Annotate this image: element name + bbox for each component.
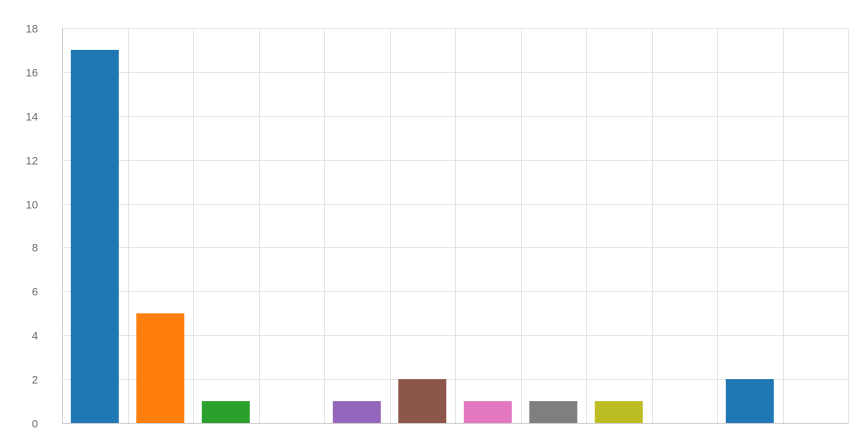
y-tick-label: 18 [26,24,38,36]
axes [62,28,848,424]
bar [136,313,185,423]
y-tick-label: 12 [26,156,38,168]
y-tick-label: 14 [26,112,38,124]
y-tick-label: 10 [26,200,38,212]
y-tick-label: 6 [32,287,38,299]
y-tick-label: 16 [26,68,38,80]
bar [332,401,381,423]
y-tick-label: 8 [32,243,38,255]
y-tick-labels: 0 2 4 6 8 10 12 14 16 18 [26,24,38,428]
y-tick-label: 2 [32,375,38,387]
y-tick-label: 0 [32,419,38,428]
bar [725,379,774,423]
bar [201,401,250,423]
bar [463,401,512,423]
bar [529,401,578,423]
bar [70,49,119,424]
bar [594,401,643,423]
y-tick-label: 4 [32,331,38,343]
bar [398,379,447,423]
bars [70,49,774,424]
